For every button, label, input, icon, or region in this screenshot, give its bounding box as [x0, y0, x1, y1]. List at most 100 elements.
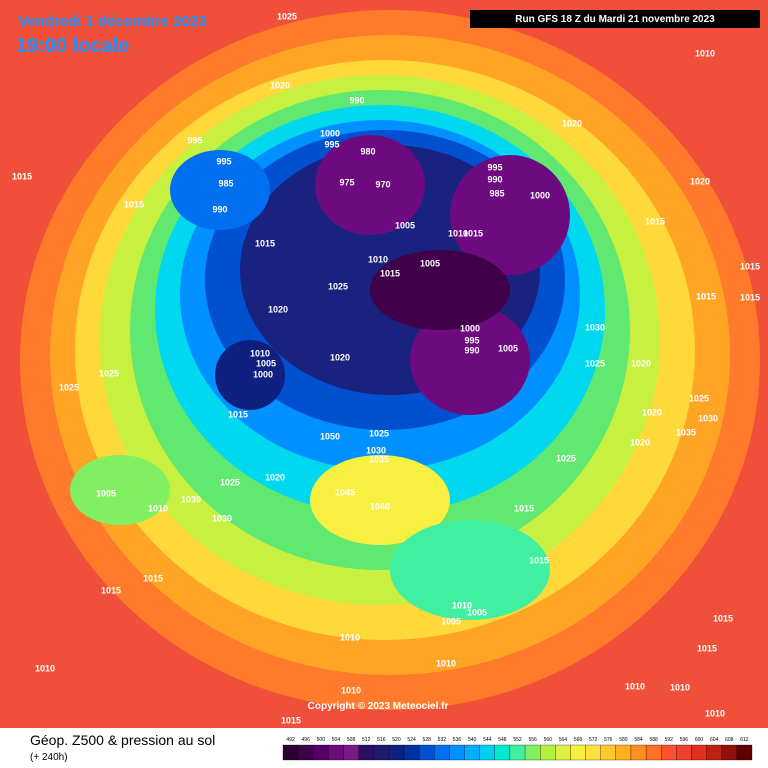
isobar-label: 1015: [529, 555, 549, 565]
scale-swatch: [540, 744, 556, 761]
isobar-label: 995: [216, 156, 231, 166]
isobar-label: 970: [375, 179, 390, 189]
scale-label: 564: [559, 737, 568, 743]
isobar-label: 1010: [368, 254, 388, 264]
scale-swatch: [403, 744, 420, 761]
isobar-label: 1025: [277, 11, 297, 21]
scale-label: 524: [407, 737, 416, 743]
scale-label: 568: [574, 737, 583, 743]
lead-time: (+ 240h): [30, 752, 68, 763]
isobar-label: 995: [187, 135, 202, 145]
scale-swatch: [358, 744, 374, 761]
scale-label: 596: [680, 737, 689, 743]
scale-label: 532: [438, 737, 447, 743]
isobar-label: 1010: [452, 600, 472, 610]
scale-label: 504: [332, 737, 341, 743]
isobar-label: 1025: [220, 477, 240, 487]
isobar-label: 1025: [689, 393, 709, 403]
isobar-label: 1015: [143, 573, 163, 583]
scale-swatch: [509, 744, 526, 761]
isobar-label: 1005: [467, 607, 487, 617]
isobar-label: 1010: [148, 503, 168, 513]
scale-swatch: [297, 744, 314, 761]
isobar-label: 985: [218, 178, 233, 188]
scale-swatch: [328, 744, 344, 761]
isobar-label: 990: [349, 95, 364, 105]
isobar-label: 1010: [705, 708, 725, 718]
scale-swatch: [373, 744, 390, 761]
scale-label: 608: [725, 737, 734, 743]
isobar-label: 1025: [59, 382, 79, 392]
scale-label: 512: [362, 737, 371, 743]
isobar-label: 1010: [695, 48, 715, 58]
isobar-label: 1015: [696, 291, 716, 301]
scale-swatch: [676, 744, 692, 761]
scale-label: 580: [619, 737, 628, 743]
scale-swatch: [494, 744, 511, 761]
isobar-label: 1020: [630, 437, 650, 447]
scale-label: 604: [710, 737, 719, 743]
isobar-label: 1015: [255, 238, 275, 248]
isobar-label: 1020: [642, 407, 662, 417]
date: Vendredi 1 décembre 2023: [18, 13, 206, 30]
isobar-label: 990: [212, 204, 227, 214]
isobar-label: 1010: [448, 228, 468, 238]
scale-swatch: [645, 744, 662, 761]
isobar-label: 1030: [212, 513, 232, 523]
local-time: 19:00 locale: [16, 35, 129, 57]
isobar-label: 1015: [514, 503, 534, 513]
isobar-label: 1020: [631, 358, 651, 368]
isobar-label: 1015: [281, 715, 301, 725]
scale-swatch: [600, 744, 616, 761]
isobar-label: 1025: [556, 453, 576, 463]
isobar-label: 1020: [690, 176, 710, 186]
scale-label: 540: [468, 737, 477, 743]
scale-swatch: [555, 744, 571, 761]
scale-swatch: [630, 744, 647, 761]
isobar-label: 1000: [253, 369, 273, 379]
scale-label: 516: [377, 737, 386, 743]
isobar-label: 1005: [395, 220, 415, 230]
scale-label: 600: [695, 737, 704, 743]
isobar-label: 1015: [228, 409, 248, 419]
scale-swatch: [691, 744, 707, 761]
scale-label: 492: [286, 737, 295, 743]
field: [20, 10, 760, 710]
isobar-label: 1005: [441, 616, 461, 626]
isobar-label: 1015: [124, 199, 144, 209]
isobar-label: 1015: [645, 216, 665, 226]
isobar-label: 980: [360, 146, 375, 156]
scale-label: 584: [634, 737, 643, 743]
isobar-label: 1025: [328, 281, 348, 291]
isobar-label: 995: [487, 162, 502, 172]
run-info: Run GFS 18 Z du Mardi 21 novembre 2023: [515, 14, 715, 25]
isobar-label: 1045: [335, 487, 355, 497]
scale-label: 576: [604, 737, 613, 743]
isobar-label: 1010: [340, 632, 360, 642]
scale-swatch: [570, 744, 586, 761]
isobar-label: 1010: [436, 658, 456, 668]
scale-swatch: [388, 744, 405, 761]
isobar-label: 1000: [530, 190, 550, 200]
scale-swatch: [736, 744, 753, 761]
scale-label: 612: [740, 737, 749, 743]
isobar-label: 1025: [99, 368, 119, 378]
isobar-label: 1015: [463, 228, 483, 238]
scale-label: 500: [317, 737, 326, 743]
scale-label: 536: [453, 737, 462, 743]
scale-label: 508: [347, 737, 356, 743]
isobar-label: 1000: [320, 128, 340, 138]
scale-swatch: [419, 744, 435, 761]
isobar-label: 995: [464, 335, 479, 345]
scale-swatch: [524, 744, 541, 761]
isobar-label: 1040: [370, 501, 390, 511]
scale-swatch: [449, 744, 465, 761]
isobar-label: 1015: [740, 292, 760, 302]
scale-swatch: [343, 744, 359, 761]
isobar-label: 1015: [12, 171, 32, 181]
isobar-label: 1035: [369, 454, 389, 464]
isobar-label: 975: [339, 177, 354, 187]
scale-label: 548: [498, 737, 507, 743]
scale-label: 552: [513, 737, 522, 743]
isobar-label: 1010: [341, 685, 361, 695]
